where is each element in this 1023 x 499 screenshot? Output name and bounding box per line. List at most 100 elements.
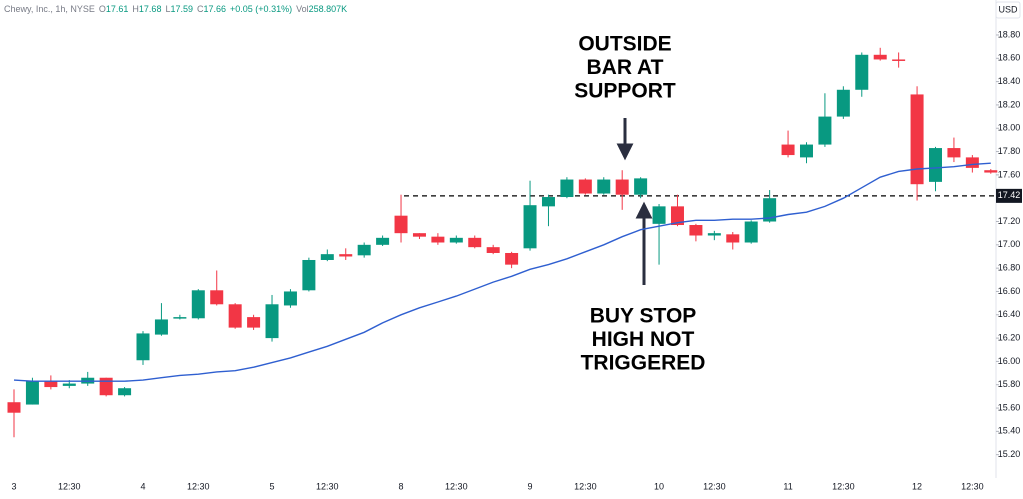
candle-body [376,237,390,245]
arrow-down [616,118,634,161]
field-key: O [99,4,106,14]
candle-body [929,148,942,182]
candle-body [210,290,224,305]
candle-body [597,179,611,194]
field-value: 17.61 [106,4,129,14]
field-key: C [197,4,204,14]
candle-body [357,244,371,256]
x-tick-label: 9 [528,481,533,491]
candle-body [984,170,998,173]
field-value: 258.807K [309,4,348,14]
candle-body [855,54,869,90]
x-tick-label: 11 [783,481,792,491]
x-tick-label: 5 [270,481,275,491]
candle-body [265,304,279,339]
candle-body [689,225,703,236]
candle-body [62,383,76,386]
y-tick-label: 16.40 [998,309,1021,319]
candle-body [154,319,168,335]
y-tick-label: 17.00 [998,239,1021,249]
x-tick-label: 12:30 [832,481,855,491]
y-tick-label: 18.00 [998,123,1021,133]
candle-body [320,254,334,260]
candle-body [247,317,261,328]
field-value: 17.66 [204,4,227,14]
candle-body [726,234,740,243]
candle-body [486,247,500,253]
candle-body [505,252,519,265]
moving-average [13,162,991,382]
candle-body [799,144,813,158]
candle-body [541,197,555,207]
y-tick-label: 17.20 [998,216,1021,226]
y-tick-label: 18.40 [998,76,1021,86]
y-tick-label: 15.60 [998,402,1021,412]
candle-body [670,206,684,226]
candle-body [339,254,353,257]
candle-body [412,233,426,237]
candle-body [228,304,242,328]
candle-body [873,54,887,60]
y-tick-label: 18.60 [998,53,1021,63]
field-key: Vol [296,4,309,14]
annotation: TRIGGERED [581,352,706,375]
currency-box[interactable] [995,1,1021,19]
arrow-up [635,201,653,285]
x-tick-label: 12:30 [445,481,468,491]
field-key: L [165,4,170,14]
candle-body [25,381,39,405]
field-value: 17.68 [139,4,162,14]
y-tick-label: 15.20 [998,449,1021,459]
candle-body [302,259,316,291]
x-tick-label: 8 [399,481,404,491]
level-tag [996,188,1022,203]
y-tick-label: 16.60 [998,286,1021,296]
field-key: H [132,4,139,14]
field-value: 17.59 [170,4,193,14]
y-tick-label: 16.20 [998,332,1021,342]
symbol: Chewy, Inc., 1h, NYSE [4,4,95,14]
candle-body [836,89,850,117]
level-label: 17.42 [998,190,1021,200]
x-tick-label: 3 [11,481,16,491]
x-tick-label: 10 [654,481,664,491]
annotation: OUTSIDE [578,33,671,56]
candle-body [191,290,205,319]
x-tick-label: 12:30 [703,481,726,491]
candle-body [615,179,629,195]
candle-body [44,381,58,388]
y-tick-label: 16.80 [998,263,1021,273]
y-tick-label: 16.00 [998,356,1021,366]
y-tick-label: 15.80 [998,379,1021,389]
field-value: +0.05 (+0.31%) [230,4,292,14]
candle-body [947,148,961,158]
y-tick-label: 15.40 [998,426,1021,436]
y-tick-label: 17.60 [998,169,1021,179]
candle-body [99,377,113,396]
header-text: Chewy, Inc., 1h, NYSE O17.61 H17.68 L17.59 C… [4,4,347,14]
candle-body [910,94,924,185]
y-tick-label: 17.80 [998,146,1021,156]
candle-body [523,205,537,249]
annotation: BAR AT [587,56,664,79]
candle-body [173,317,187,319]
candle-body [431,236,445,243]
candle-body [578,179,592,194]
x-tick-label: 12:30 [187,481,210,491]
candle-body [449,237,463,243]
x-tick-label: 4 [141,481,146,491]
y-tick-label: 18.80 [998,29,1021,39]
x-tick-label: 12:30 [961,481,984,491]
candle-body [744,221,758,243]
candle-body [763,198,777,222]
candle-body [965,157,979,168]
candle-body [283,291,297,306]
candle-body [560,179,574,198]
candle-body [136,333,150,361]
currency: USD [998,4,1018,14]
candle-body [781,144,795,156]
annotation: BUY STOP [590,305,697,328]
x-tick-label: 12 [912,481,922,491]
